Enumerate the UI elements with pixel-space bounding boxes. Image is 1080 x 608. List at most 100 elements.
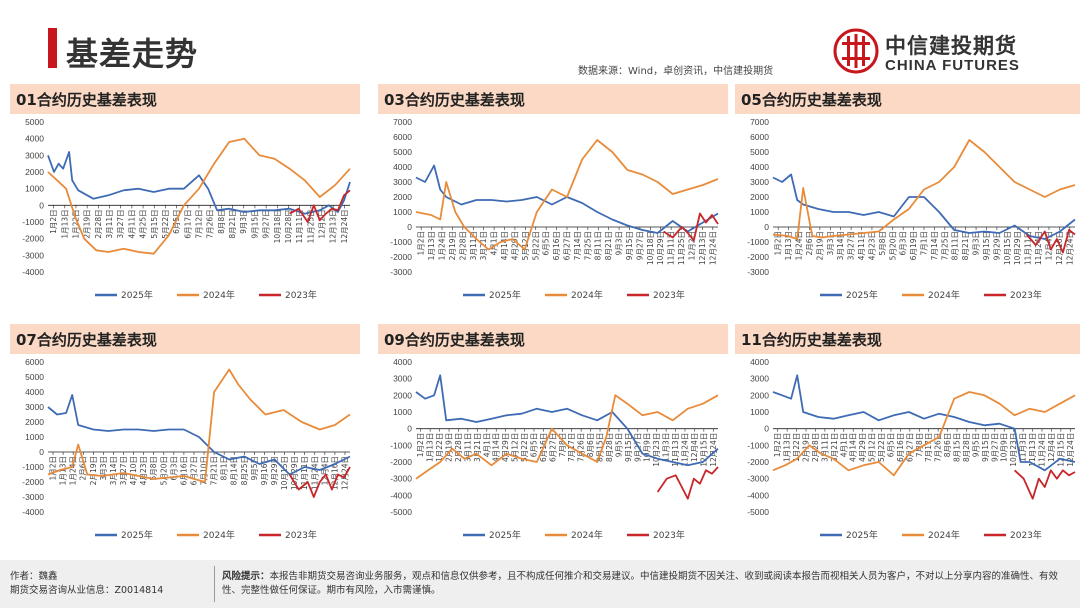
y-tick-label: 1000 [25, 432, 44, 442]
y-tick-label: -2000 [747, 252, 769, 262]
x-tick-label: 7月12日 [195, 209, 204, 238]
chart-panel-07: 07合约历史基差表现 6000 5000 4000 3000 2000 1000 0 -100… [10, 324, 360, 549]
x-tick-label: 12月24日 [1065, 231, 1074, 265]
x-tick-label: 9月3日 [972, 231, 981, 256]
y-tick-label: 2000 [750, 192, 769, 202]
series-line-2023年 [1026, 229, 1076, 254]
x-tick-label: 3月27日 [847, 231, 856, 260]
chart-panel-05: 05合约历史基差表现 7000 6000 5000 4000 3000 2000 1000 0… [735, 84, 1080, 309]
x-tick-label: 6月16日 [896, 433, 905, 462]
x-tick-label: 11月11日 [300, 456, 309, 490]
x-tick-label: 7月10日 [200, 456, 209, 485]
x-tick-label: 10月15日 [1003, 231, 1012, 265]
x-tick-label: 12月13日 [329, 209, 338, 243]
y-tick-label: -4000 [390, 490, 412, 500]
panel-header: 07合约历史基差表现 [10, 324, 360, 354]
legend-label: 2023年 [285, 289, 317, 301]
x-tick-label: 1月24日 [795, 231, 804, 260]
x-tick-label: 11月24日 [1037, 433, 1046, 467]
x-tick-label: 1月2日 [49, 456, 58, 481]
x-tick-label: 4月14日 [492, 433, 501, 462]
x-tick-label: 4月23日 [867, 231, 876, 260]
page-title: 基差走势 [66, 35, 199, 73]
x-tick-label: 12月24日 [1066, 433, 1075, 467]
x-tick-label: 6月5日 [886, 433, 895, 458]
x-tick-label: 1月13日 [427, 231, 436, 260]
x-tick-label: 8月14日 [230, 456, 239, 485]
x-tick-label: 6月16日 [179, 456, 188, 485]
y-tick-label: 3000 [393, 374, 412, 384]
y-tick-label: 3000 [25, 402, 44, 412]
y-tick-label: 5000 [393, 147, 412, 157]
x-tick-label: 2月19日 [83, 209, 92, 238]
x-tick-label: 4月23日 [139, 456, 148, 485]
x-tick-label: 4月1日 [490, 231, 499, 256]
y-tick-label: -3000 [390, 267, 412, 277]
x-tick-label: 4月14日 [500, 231, 509, 260]
panel-header: 05合约历史基差表现 [735, 84, 1080, 114]
chart-title: 05合约历史基差表现 [741, 91, 882, 109]
x-tick-label: 4月1日 [482, 433, 491, 458]
x-tick-label: 8月28日 [962, 433, 971, 462]
panel-header: 03合约历史基差表现 [378, 84, 728, 114]
y-tick-label: 2000 [393, 390, 412, 400]
x-tick-label: 2月19日 [89, 456, 98, 485]
x-tick-label: 10月29日 [656, 231, 665, 265]
x-tick-label: 3月21日 [473, 433, 482, 462]
series-line-2025年 [47, 394, 351, 476]
x-tick-label: 6月27日 [548, 433, 557, 462]
series-line-2023年 [656, 466, 719, 500]
brand-logo: 中信建投期货 CHINA FUTURES [833, 28, 1043, 76]
legend-label: 2024年 [928, 529, 960, 541]
x-tick-label: 10月29日 [1013, 231, 1022, 265]
y-tick-label: -2000 [390, 457, 412, 467]
x-tick-label: 12月15日 [699, 433, 708, 467]
legend-label: 2025年 [489, 289, 521, 301]
x-tick-label: 11月11日 [295, 209, 304, 243]
chart-title: 07合约历史基差表现 [16, 331, 157, 349]
series-line-2025年 [415, 374, 719, 467]
x-tick-label: 8月11日 [594, 231, 603, 260]
y-tick-label: 3000 [393, 177, 412, 187]
x-tick-label: 9月29日 [992, 231, 1001, 260]
x-tick-label: 7月25日 [583, 231, 592, 260]
x-tick-label: 6月27日 [563, 231, 572, 260]
risk-disclaimer: 风险提示：本报告非期货交易咨询业务服务，观点和信息仅供参考，且不构成任何推介和交… [222, 570, 1070, 598]
legend-label: 2025年 [846, 529, 878, 541]
brand-name-en: CHINA FUTURES [885, 57, 1020, 74]
x-tick-label: 11月13日 [671, 433, 680, 467]
x-tick-label: 12月4日 [690, 433, 699, 462]
y-tick-label: -4000 [22, 267, 44, 277]
x-tick-label: 8月21日 [228, 209, 237, 238]
x-tick-label: 11月13日 [1028, 433, 1037, 467]
x-tick-label: 5月8日 [878, 231, 887, 256]
legend-label: 2023年 [1010, 289, 1042, 301]
x-tick-label: 5月8日 [149, 456, 158, 481]
x-tick-label: 4月25日 [139, 209, 148, 238]
x-tick-label: 11月24日 [1034, 231, 1043, 265]
x-tick-label: 11月11日 [667, 231, 676, 265]
legend-label: 2025年 [121, 529, 153, 541]
x-tick-label: 5月12日 [868, 433, 877, 462]
x-tick-label: 7月17日 [924, 433, 933, 462]
chart-11: 4000 3000 2000 1000 0 -1000 -2000 -3000 -4000 -50… [747, 357, 1076, 541]
chart-title: 11合约历史基差表现 [741, 331, 882, 349]
x-tick-label: 8月6日 [586, 433, 595, 458]
x-tick-label: 8月6日 [943, 433, 952, 458]
x-tick-label: 1月22日 [435, 433, 444, 462]
x-tick-label: 3月27日 [119, 456, 128, 485]
x-tick-label: 8月21日 [604, 231, 613, 260]
x-tick-label: 7月14日 [930, 231, 939, 260]
x-tick-label: 12月15日 [1056, 433, 1065, 467]
x-tick-label: 8月11日 [951, 231, 960, 260]
y-tick-label: 1000 [393, 207, 412, 217]
x-tick-label: 1月13日 [60, 209, 69, 238]
x-tick-label: 2月19日 [445, 433, 454, 462]
brand-logo-icon [833, 28, 879, 74]
y-tick-label: -1000 [390, 440, 412, 450]
series-line-2024年 [415, 394, 719, 480]
x-tick-label: 3月3日 [99, 456, 108, 481]
y-tick-label: -3000 [22, 492, 44, 502]
x-tick-label: 6月27日 [189, 456, 198, 485]
y-tick-label: 4000 [25, 387, 44, 397]
